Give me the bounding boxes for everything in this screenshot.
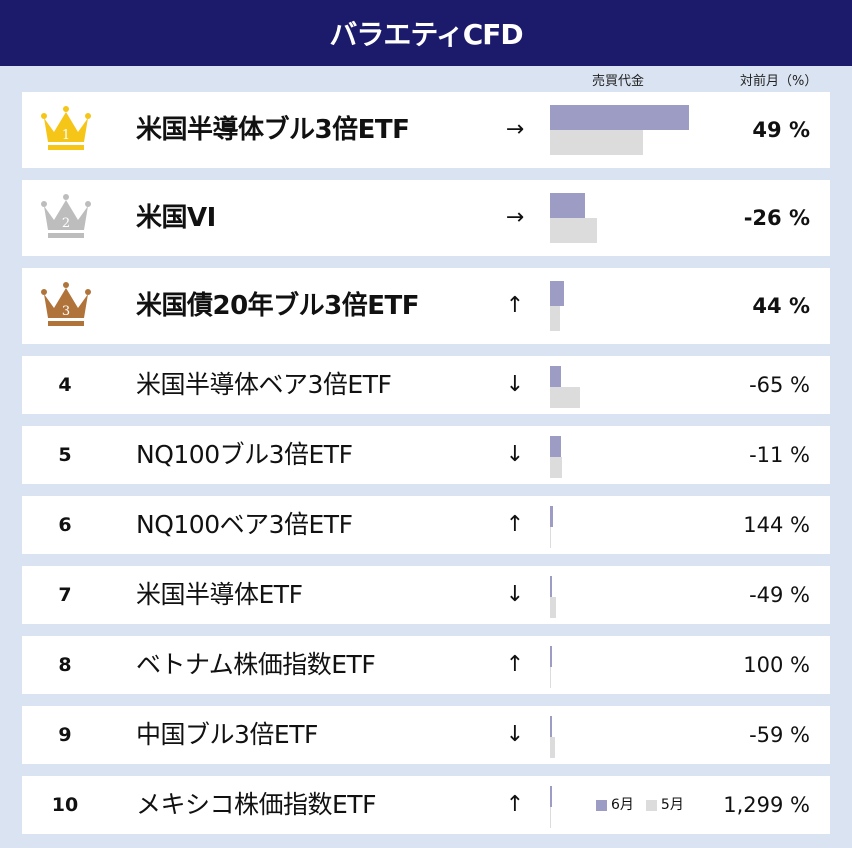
column-header-volume: 売買代金 — [592, 74, 645, 89]
change-percent: 44 % — [752, 294, 810, 318]
trend-arrow-icon: ↓ — [505, 372, 525, 397]
item-name: 米国VI — [136, 203, 216, 233]
trend-arrow-icon: ↓ — [505, 722, 525, 747]
table-row: 4 米国半導体ベア3倍ETF ↓ -65 % — [22, 356, 830, 414]
legend-label-current: 6月 — [611, 797, 634, 813]
bar-previous-month — [550, 807, 551, 828]
trend-arrow-icon: ↑ — [505, 792, 525, 817]
bar-current-month — [550, 436, 561, 457]
legend-label-previous: 5月 — [660, 797, 684, 813]
bar-previous-month — [550, 130, 643, 155]
bar-current-month — [550, 366, 561, 387]
bar-previous-month — [550, 306, 560, 331]
change-percent: -11 % — [749, 443, 810, 467]
bar-previous-month — [550, 667, 551, 688]
table-row: 6 NQ100ベア3倍ETF ↑ 144 % — [22, 496, 830, 554]
change-percent: -65 % — [749, 373, 810, 397]
rank-number: 3 — [62, 304, 70, 319]
bar-current-month — [550, 105, 689, 130]
legend: 6月 5月 — [596, 776, 684, 834]
item-name: 米国半導体ブル3倍ETF — [136, 115, 410, 145]
bar-previous-month — [550, 218, 597, 243]
trend-arrow-icon: ↓ — [505, 442, 525, 467]
trend-arrow-icon: ↑ — [505, 652, 525, 677]
bar-previous-month — [550, 597, 556, 618]
item-name: NQ100ベア3倍ETF — [136, 510, 353, 539]
change-percent: 100 % — [743, 653, 810, 677]
rank-number: 9 — [58, 724, 72, 746]
bar-current-month — [550, 786, 552, 807]
change-percent: -59 % — [749, 723, 810, 747]
change-percent: 49 % — [752, 118, 810, 142]
rank-number: 4 — [58, 374, 72, 396]
rank-number: 6 — [58, 514, 72, 536]
rank-number: 2 — [62, 216, 70, 231]
trend-arrow-icon: → — [505, 205, 525, 230]
item-name: 米国債20年ブル3倍ETF — [136, 291, 420, 321]
bar-current-month — [550, 576, 552, 597]
bar-previous-month — [550, 527, 551, 548]
bar-previous-month — [550, 387, 580, 408]
table-row: 1 米国半導体ブル3倍ETF → 49 % — [22, 92, 830, 168]
rank-number: 10 — [51, 794, 79, 816]
item-name: メキシコ株価指数ETF — [136, 790, 376, 819]
crown-rank-3-icon: 3 — [41, 282, 91, 326]
table-row: 5 NQ100ブル3倍ETF ↓ -11 % — [22, 426, 830, 484]
bar-current-month — [550, 281, 564, 306]
item-name: NQ100ブル3倍ETF — [136, 440, 353, 469]
change-percent: 144 % — [743, 513, 810, 537]
column-header-change: 対前月（%） — [740, 74, 818, 89]
trend-arrow-icon: ↑ — [505, 293, 525, 318]
item-name: 中国ブル3倍ETF — [136, 720, 318, 749]
change-percent: 1,299 % — [723, 793, 810, 817]
bar-current-month — [550, 646, 552, 667]
bar-previous-month — [550, 457, 562, 478]
legend-swatch-current — [596, 799, 607, 811]
rank-number: 5 — [58, 444, 72, 466]
crown-rank-2-icon: 2 — [41, 194, 91, 238]
legend-swatch-previous — [645, 799, 657, 811]
bar-current-month — [550, 716, 552, 737]
table-row: 10 メキシコ株価指数ETF ↑ 6月 5月 1,299 % — [22, 776, 830, 834]
rank-number: 1 — [62, 128, 70, 143]
rank-number: 7 — [58, 584, 72, 606]
bar-current-month — [550, 193, 585, 218]
table-row: 8 ベトナム株価指数ETF ↑ 100 % — [22, 636, 830, 694]
table-row: 7 米国半導体ETF ↓ -49 % — [22, 566, 830, 624]
item-name: ベトナム株価指数ETF — [136, 650, 376, 679]
crown-rank-1-icon: 1 — [41, 106, 91, 150]
change-percent: -49 % — [749, 583, 810, 607]
change-percent: -26 % — [743, 206, 810, 230]
table-row: 3 米国債20年ブル3倍ETF ↑ 44 % — [22, 268, 830, 344]
rank-number: 8 — [58, 654, 72, 676]
trend-arrow-icon: → — [505, 117, 525, 142]
trend-arrow-icon: ↑ — [505, 512, 525, 537]
bar-current-month — [550, 506, 553, 527]
bar-previous-month — [550, 737, 555, 758]
table-row: 9 中国ブル3倍ETF ↓ -59 % — [22, 706, 830, 764]
item-name: 米国半導体ベア3倍ETF — [136, 370, 392, 399]
table-row: 2 米国VI → -26 % — [22, 180, 830, 256]
trend-arrow-icon: ↓ — [505, 582, 525, 607]
page-title: バラエティCFD — [0, 0, 852, 66]
item-name: 米国半導体ETF — [136, 580, 303, 609]
